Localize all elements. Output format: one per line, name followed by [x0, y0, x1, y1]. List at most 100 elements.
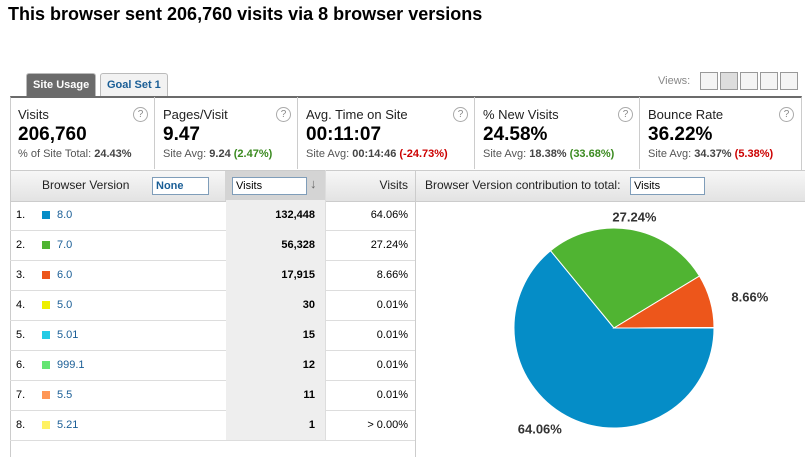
- browser-version[interactable]: 5.21: [57, 410, 79, 441]
- view-table[interactable]: [700, 72, 718, 90]
- table-row: [10, 380, 415, 411]
- browser-version[interactable]: 5.0: [57, 290, 73, 321]
- sub-value: 34.37%: [694, 148, 732, 160]
- secondary-dimension[interactable]: None: [152, 177, 209, 195]
- sub-value: 9.24: [209, 148, 231, 160]
- view-pivot[interactable]: [780, 72, 798, 90]
- row-index: 4.: [16, 290, 26, 321]
- sort-arrow: ↓: [310, 176, 317, 191]
- table-row: [10, 320, 415, 351]
- pie-metric[interactable]: Visits: [630, 177, 705, 195]
- color-swatch: [42, 301, 50, 309]
- metric-sub: % of Site Total: 24.43%: [18, 148, 132, 160]
- color-swatch: [42, 241, 50, 249]
- sort-metric[interactable]: Visits: [232, 177, 307, 195]
- metric-value: 00:11:07: [306, 124, 382, 145]
- visits: 12: [226, 350, 315, 381]
- metric-label: Bounce Rate: [648, 107, 724, 122]
- visits-share: 0.01%: [326, 320, 408, 351]
- sub-label: Site Avg:: [648, 148, 692, 160]
- help-icon[interactable]: ?: [453, 107, 468, 122]
- pie-label: 8.66%: [731, 290, 768, 305]
- divider: [325, 170, 326, 440]
- row-index: 2.: [16, 230, 26, 261]
- color-swatch: [42, 391, 50, 399]
- tab[interactable]: Goal Set 1: [100, 73, 168, 96]
- pie-slice: [549, 227, 701, 329]
- visits: 132,448: [226, 200, 315, 231]
- summary-cell: Pages/Visit? 9.47 Site Avg: 9.24 (2.47%): [155, 97, 298, 169]
- visits-share: 0.01%: [326, 380, 408, 411]
- sub-label: Site Avg:: [163, 148, 207, 160]
- row-index: 1.: [16, 200, 26, 231]
- sub-label: Site Avg:: [306, 148, 350, 160]
- view-bar[interactable]: [740, 72, 758, 90]
- metric-sub: Site Avg: 18.38% (33.68%): [483, 148, 614, 160]
- browser-version[interactable]: 999.1: [57, 350, 85, 381]
- visits-share: 0.01%: [326, 290, 408, 321]
- sorted-cell: [226, 260, 325, 291]
- table-row: [10, 230, 415, 261]
- visits-share: 64.06%: [326, 200, 408, 231]
- metric-label: Avg. Time on Site: [306, 107, 408, 122]
- help-icon[interactable]: ?: [779, 107, 794, 122]
- table-row: [10, 350, 415, 381]
- browser-version[interactable]: 7.0: [57, 230, 73, 261]
- color-swatch: [42, 421, 50, 429]
- summary-cell: % New Visits? 24.58% Site Avg: 18.38% (33.…: [475, 97, 640, 169]
- visits: 11: [226, 380, 315, 411]
- row-index: 6.: [16, 350, 26, 381]
- page-title: This browser sent 206,760 visits via 8 b…: [8, 4, 483, 24]
- color-swatch: [42, 271, 50, 279]
- browser-version[interactable]: 8.0: [57, 200, 73, 231]
- metric-value: 9.47: [163, 124, 200, 145]
- sub-value: 24.43%: [94, 148, 132, 160]
- pie-title: Browser Version contribution to total:: [425, 178, 621, 192]
- visits: 15: [226, 320, 315, 351]
- metric-label: Visits: [18, 107, 49, 122]
- sub-label: % of Site Total:: [18, 148, 92, 160]
- visits: 1: [226, 410, 315, 441]
- table-row: [10, 200, 415, 231]
- browser-version[interactable]: 6.0: [57, 260, 73, 291]
- browser-version[interactable]: 5.5: [57, 380, 73, 411]
- metric-sub: Site Avg: 00:14:46 (-24.73%): [306, 148, 448, 160]
- table-row: [10, 260, 415, 291]
- visits-share: 0.01%: [326, 350, 408, 381]
- visits-share: 8.66%: [326, 260, 408, 291]
- row-index: 8.: [16, 410, 26, 441]
- summary-cell: Avg. Time on Site? 00:11:07 Site Avg: 00:1…: [298, 97, 475, 169]
- color-swatch: [42, 361, 50, 369]
- metric-sub: Site Avg: 34.37% (5.38%): [648, 148, 773, 160]
- summary-cell: Bounce Rate? 36.22% Site Avg: 34.37% (5.38…: [640, 97, 800, 169]
- view-pie[interactable]: [720, 72, 738, 90]
- metric-label: % New Visits: [483, 107, 559, 122]
- table-row: [10, 290, 415, 321]
- sorted-cell: [226, 410, 325, 441]
- help-icon[interactable]: ?: [618, 107, 633, 122]
- pie-slice: [513, 250, 715, 429]
- help-icon[interactable]: ?: [133, 107, 148, 122]
- metric-sub: Site Avg: 9.24 (2.47%): [163, 148, 272, 160]
- visits: 30: [226, 290, 315, 321]
- tab[interactable]: Site Usage: [26, 73, 97, 96]
- help-icon[interactable]: ?: [276, 107, 291, 122]
- sub-value: 00:14:46: [352, 148, 397, 160]
- visits: 56,328: [226, 230, 315, 261]
- color-swatch: [42, 331, 50, 339]
- divider: [415, 170, 416, 457]
- visits-share: > 0.00%: [326, 410, 408, 441]
- divider: [10, 170, 11, 457]
- metric-value: 24.58%: [483, 124, 548, 145]
- visits-share: 27.24%: [326, 230, 408, 261]
- views-label: Views:: [658, 75, 691, 87]
- summary-cell: Visits? 206,760 % of Site Total: 24.43%: [10, 97, 155, 169]
- row-index: 3.: [16, 260, 26, 291]
- table-row: [10, 410, 415, 441]
- color-swatch: [42, 211, 50, 219]
- view-compare[interactable]: [760, 72, 778, 90]
- column-header: Visits: [379, 178, 408, 192]
- browser-version[interactable]: 5.01: [57, 320, 79, 351]
- sub-change: (2.47%): [233, 148, 273, 160]
